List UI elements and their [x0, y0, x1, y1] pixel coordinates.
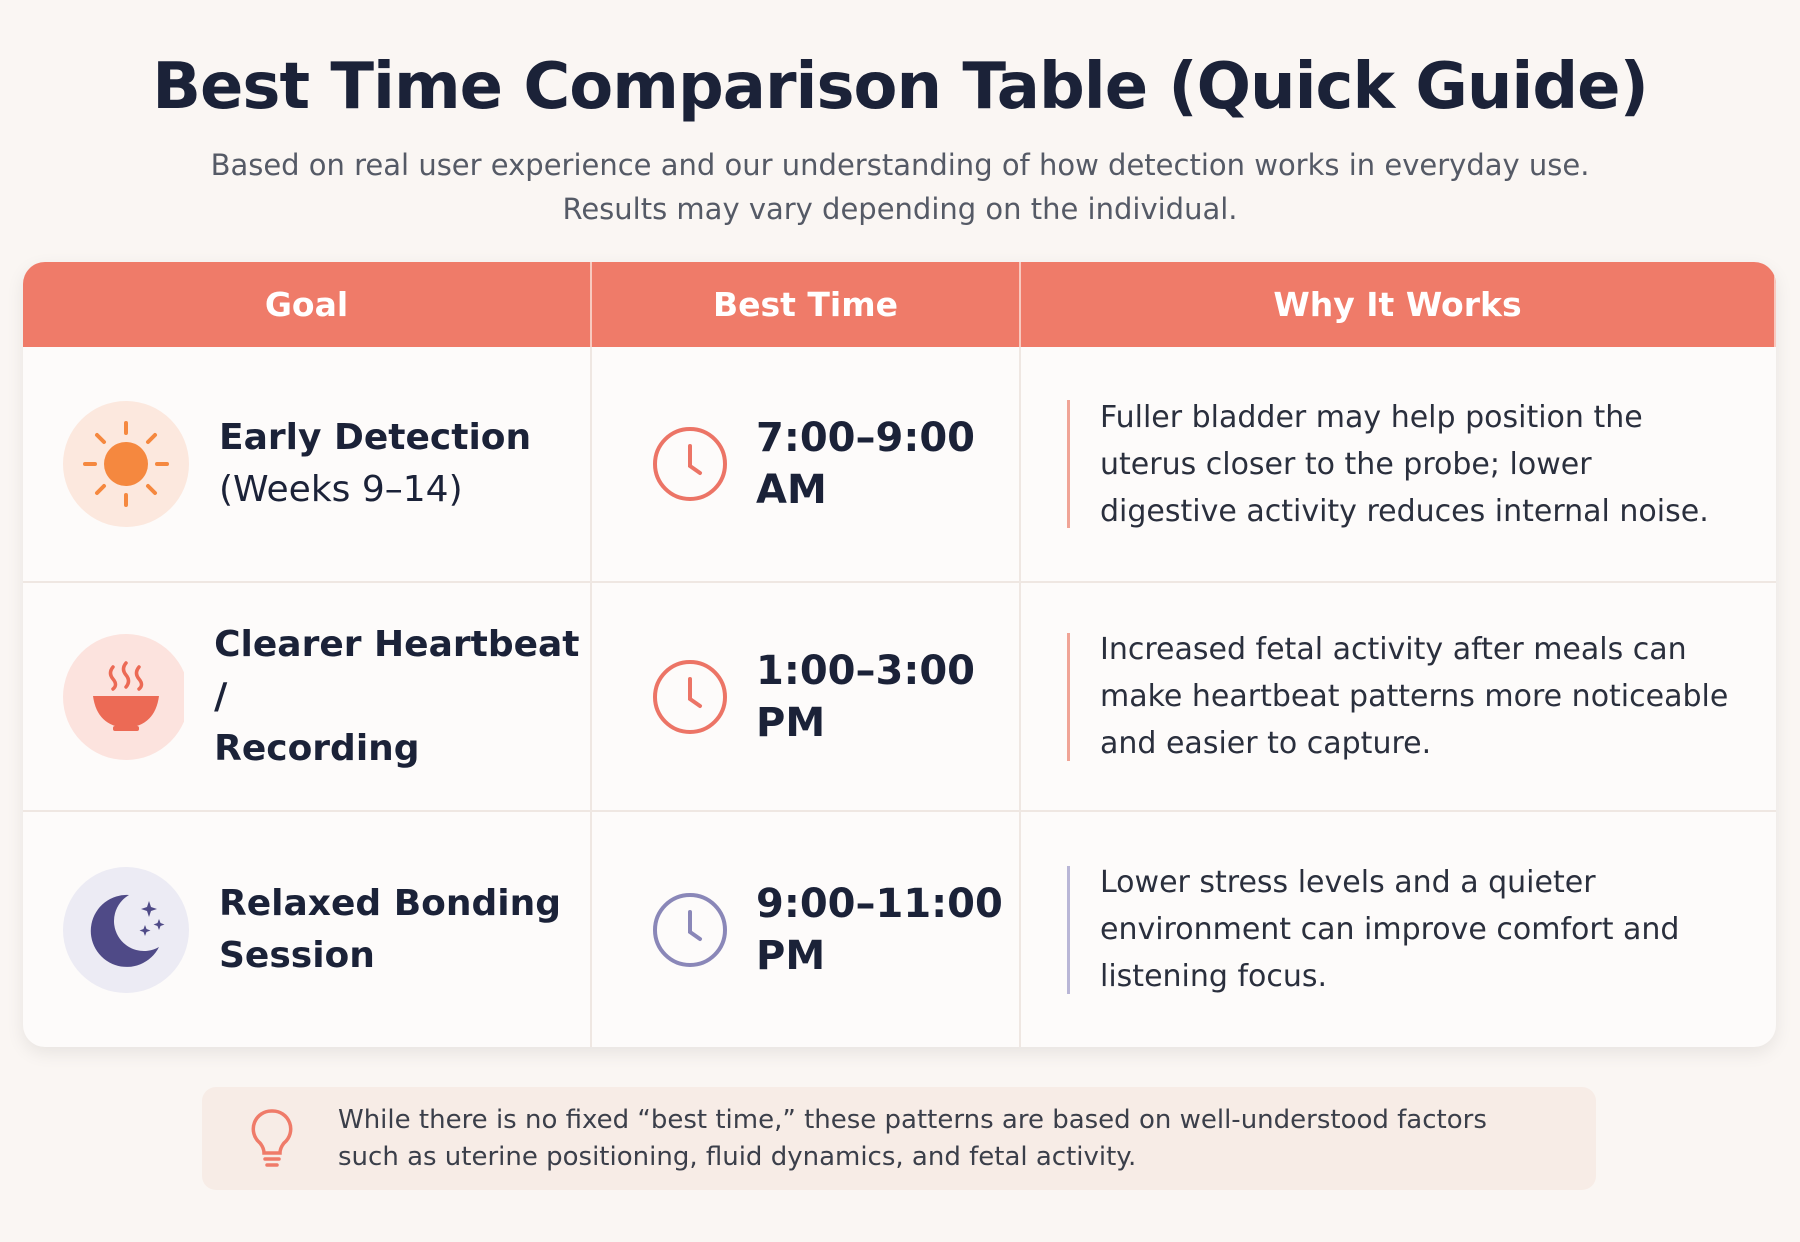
clock-icon [653, 427, 727, 501]
page-title: Best Time Comparison Table (Quick Guide) [152, 50, 1649, 124]
column-header: Best Time [592, 262, 1021, 347]
why-cell: Lower stress levels and a quieter environ… [1021, 812, 1776, 1047]
why-line: make heartbeat patterns more noticeable [1100, 679, 1729, 714]
time-range: 9:00–11:00 [756, 880, 1003, 927]
goal-title: Session [219, 934, 375, 976]
time-period: PM [756, 932, 826, 979]
why-line: listening focus. [1100, 959, 1328, 994]
time-range: 7:00–9:00 [756, 415, 975, 461]
why-line: Lower stress levels and a quieter [1100, 865, 1596, 900]
column-header: Why It Works [1021, 262, 1776, 347]
time-cell: 9:00–11:00 PM [592, 812, 1021, 1047]
time-range: 1:00–3:00 [756, 647, 975, 694]
goal-cell: Early Detection (Weeks 9–14) [23, 347, 592, 583]
why-line: Fuller bladder may help position the [1100, 399, 1643, 435]
goal-title: Relaxed Bonding [219, 882, 562, 924]
accent-bar [1067, 400, 1070, 528]
lightbulb-icon [251, 1108, 293, 1167]
why-line: uterus closer to the probe; lower [1100, 446, 1592, 482]
note-line: While there is no fixed “best time,” the… [338, 1104, 1487, 1135]
time-cell: 7:00–9:00 AM [592, 347, 1021, 583]
goal-title: Clearer Heartbeat / [214, 623, 580, 717]
bowl-icon [63, 633, 185, 760]
clock-icon [653, 659, 727, 734]
goal-title: Recording [214, 727, 420, 769]
note-box: While there is no fixed “best time,” the… [202, 1087, 1596, 1190]
goal-cell: Clearer Heartbeat / Recording [23, 583, 592, 812]
time-period: PM [756, 699, 826, 746]
time-cell: 1:00–3:00 PM [592, 583, 1021, 812]
column-header: Goal [23, 262, 592, 347]
subtitle: Based on real user experience and our un… [210, 148, 1590, 182]
why-cell: Fuller bladder may help position the uter… [1021, 347, 1776, 583]
sun-icon [63, 401, 189, 527]
subtitle: Results may vary depending on the indivi… [562, 192, 1238, 226]
comparison-table: Goal Best Time Why It Works Early Detect… [23, 262, 1776, 1047]
goal-cell: Relaxed Bonding Session [23, 812, 592, 1047]
accent-bar [1067, 632, 1070, 761]
goal-detail: (Weeks 9–14) [219, 469, 463, 510]
note-line: such as uterine positioning, fluid dynam… [338, 1141, 1137, 1172]
why-cell: Increased fetal activity after meals can… [1021, 583, 1776, 812]
time-period: AM [756, 467, 827, 513]
why-line: digestive activity reduces internal nois… [1100, 493, 1709, 529]
why-line: and easier to capture. [1100, 726, 1432, 761]
clock-icon [653, 892, 727, 967]
moon-icon [63, 866, 189, 993]
why-line: environment can improve comfort and [1100, 912, 1680, 947]
accent-bar [1067, 865, 1070, 994]
goal-title: Early Detection [219, 417, 532, 458]
why-line: Increased fetal activity after meals can [1100, 632, 1687, 667]
